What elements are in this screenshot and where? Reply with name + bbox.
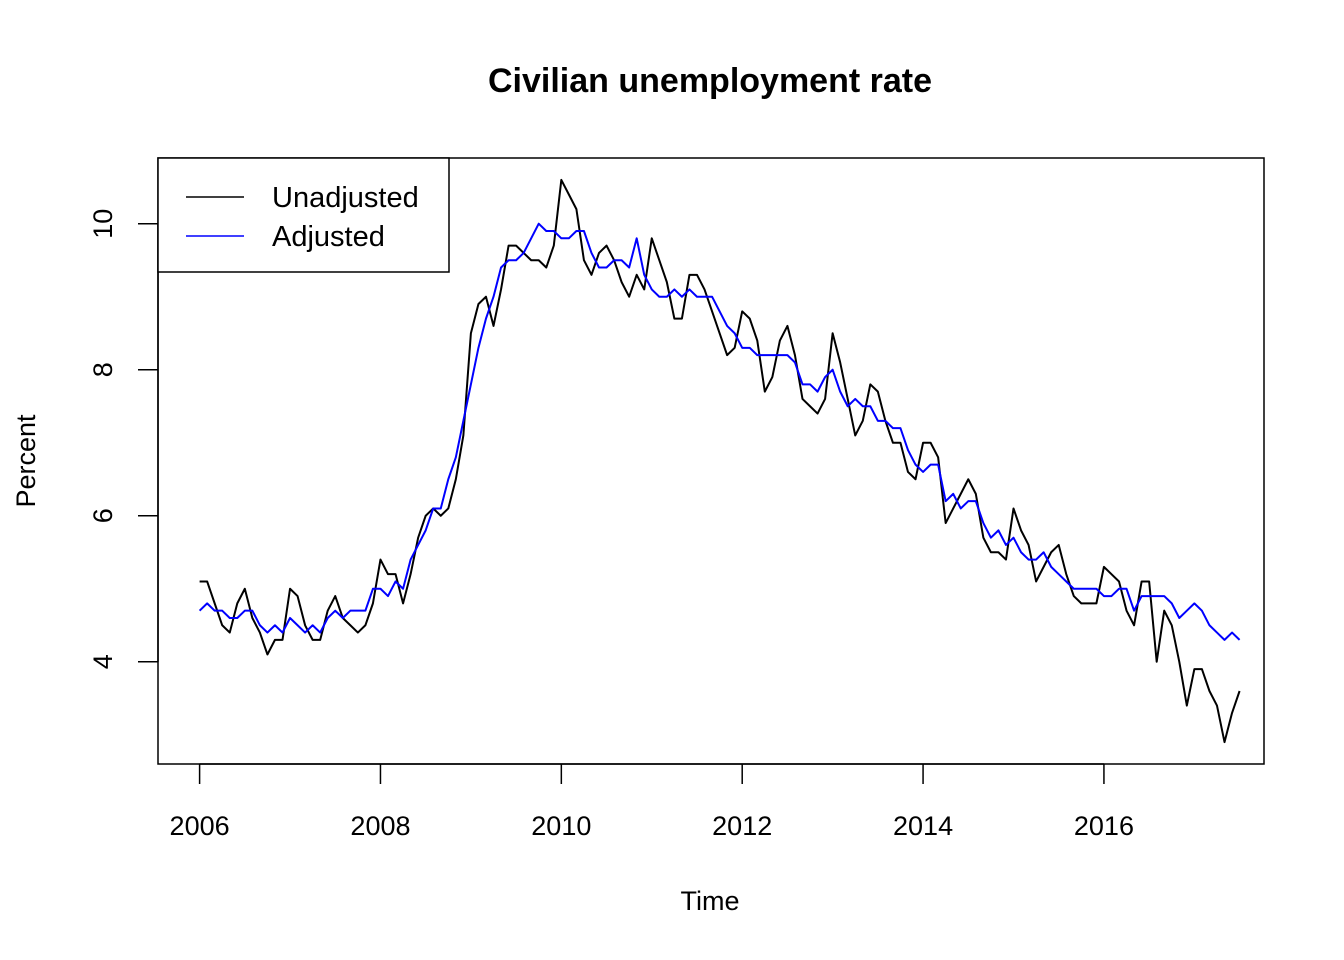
y-axis-label: Percent: [11, 414, 41, 508]
x-axis: 2006 2008 2010 2012 2014 2016: [170, 763, 1134, 841]
y-axis: 4 6 8 10: [88, 209, 159, 669]
series-line-unadjusted: [199, 178, 1241, 744]
series-layer: [198, 178, 1241, 744]
legend-label-unadjusted: Unadjusted: [272, 182, 419, 214]
x-tick-label: 2016: [1074, 811, 1134, 841]
x-tick-label: 2006: [170, 811, 230, 841]
x-tick-label: 2012: [712, 811, 772, 841]
x-tick-label: 2010: [531, 811, 591, 841]
y-tick-label: 10: [88, 209, 118, 239]
y-tick-label: 6: [88, 508, 118, 523]
series-line-adjusted: [198, 222, 1241, 641]
legend-label-adjusted: Adjusted: [272, 221, 385, 253]
chart-title: Civilian unemployment rate: [488, 62, 932, 100]
x-tick-label: 2008: [350, 811, 410, 841]
y-tick-label: 8: [88, 362, 118, 377]
x-tick-label: 2014: [893, 811, 953, 841]
legend: Unadjusted Adjusted: [157, 157, 450, 273]
y-tick-label: 4: [88, 654, 118, 669]
legend-box: [157, 157, 450, 273]
x-axis-label: Time: [681, 886, 740, 916]
